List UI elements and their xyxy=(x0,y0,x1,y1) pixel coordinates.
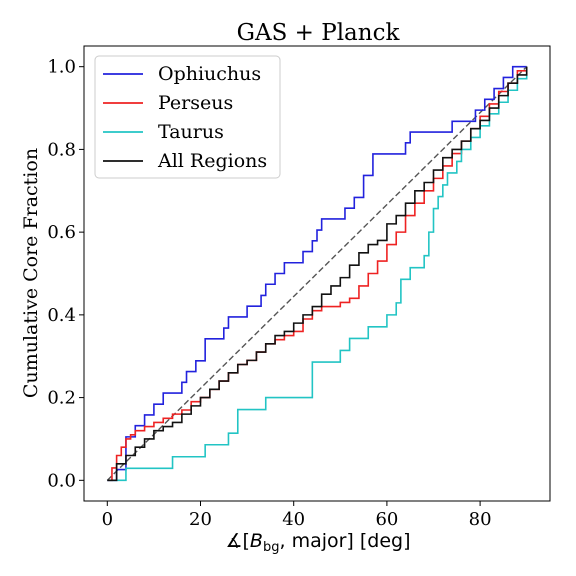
reference-diagonal-line xyxy=(106,66,528,481)
x-axis-label: ∡[Bbg, major] [deg] xyxy=(225,530,410,555)
y-tick-label: 0.8 xyxy=(47,139,76,160)
legend: Ophiuchus Perseus Taurus All Regions xyxy=(94,55,281,179)
legend-label-ophiuchus: Ophiuchus xyxy=(158,63,261,85)
x-tick-label: 80 xyxy=(469,509,492,530)
plot-frame xyxy=(83,45,551,502)
legend-label-perseus: Perseus xyxy=(158,92,233,114)
plot-area xyxy=(106,65,528,482)
series-line-ophiuchus xyxy=(107,65,527,482)
y-tick-label: 0.4 xyxy=(47,305,76,326)
x-axis: 0 20 40 60 80 xyxy=(102,501,492,530)
x-tick-label: 60 xyxy=(375,509,398,530)
x-axis-label-b: B xyxy=(250,530,263,552)
x-tick-label: 40 xyxy=(282,509,305,530)
legend-label-taurus: Taurus xyxy=(158,121,224,143)
y-tick-label: 1.0 xyxy=(47,57,76,78)
series-line-taurus xyxy=(107,66,528,482)
series-line-perseus xyxy=(107,66,528,482)
y-tick-label: 0.2 xyxy=(47,388,76,409)
y-tick-label: 0.6 xyxy=(47,222,76,243)
x-tick-label: 20 xyxy=(189,509,212,530)
y-tick-label: 0.0 xyxy=(47,470,76,491)
legend-label-all-regions: All Regions xyxy=(157,150,267,172)
legend-box xyxy=(94,55,281,179)
series-line-all-regions xyxy=(107,66,528,482)
chart-title: GAS + Planck xyxy=(237,20,401,46)
y-axis: 0.0 0.2 0.4 0.6 0.8 1.0 xyxy=(47,57,84,491)
x-axis-label-subscript: bg xyxy=(263,540,280,555)
x-axis-label-suffix: , major] [deg] xyxy=(279,530,410,552)
x-axis-label-prefix: ∡[ xyxy=(225,530,249,552)
y-axis-label: Cumulative Core Fraction xyxy=(20,148,42,398)
x-tick-label: 0 xyxy=(102,509,113,530)
